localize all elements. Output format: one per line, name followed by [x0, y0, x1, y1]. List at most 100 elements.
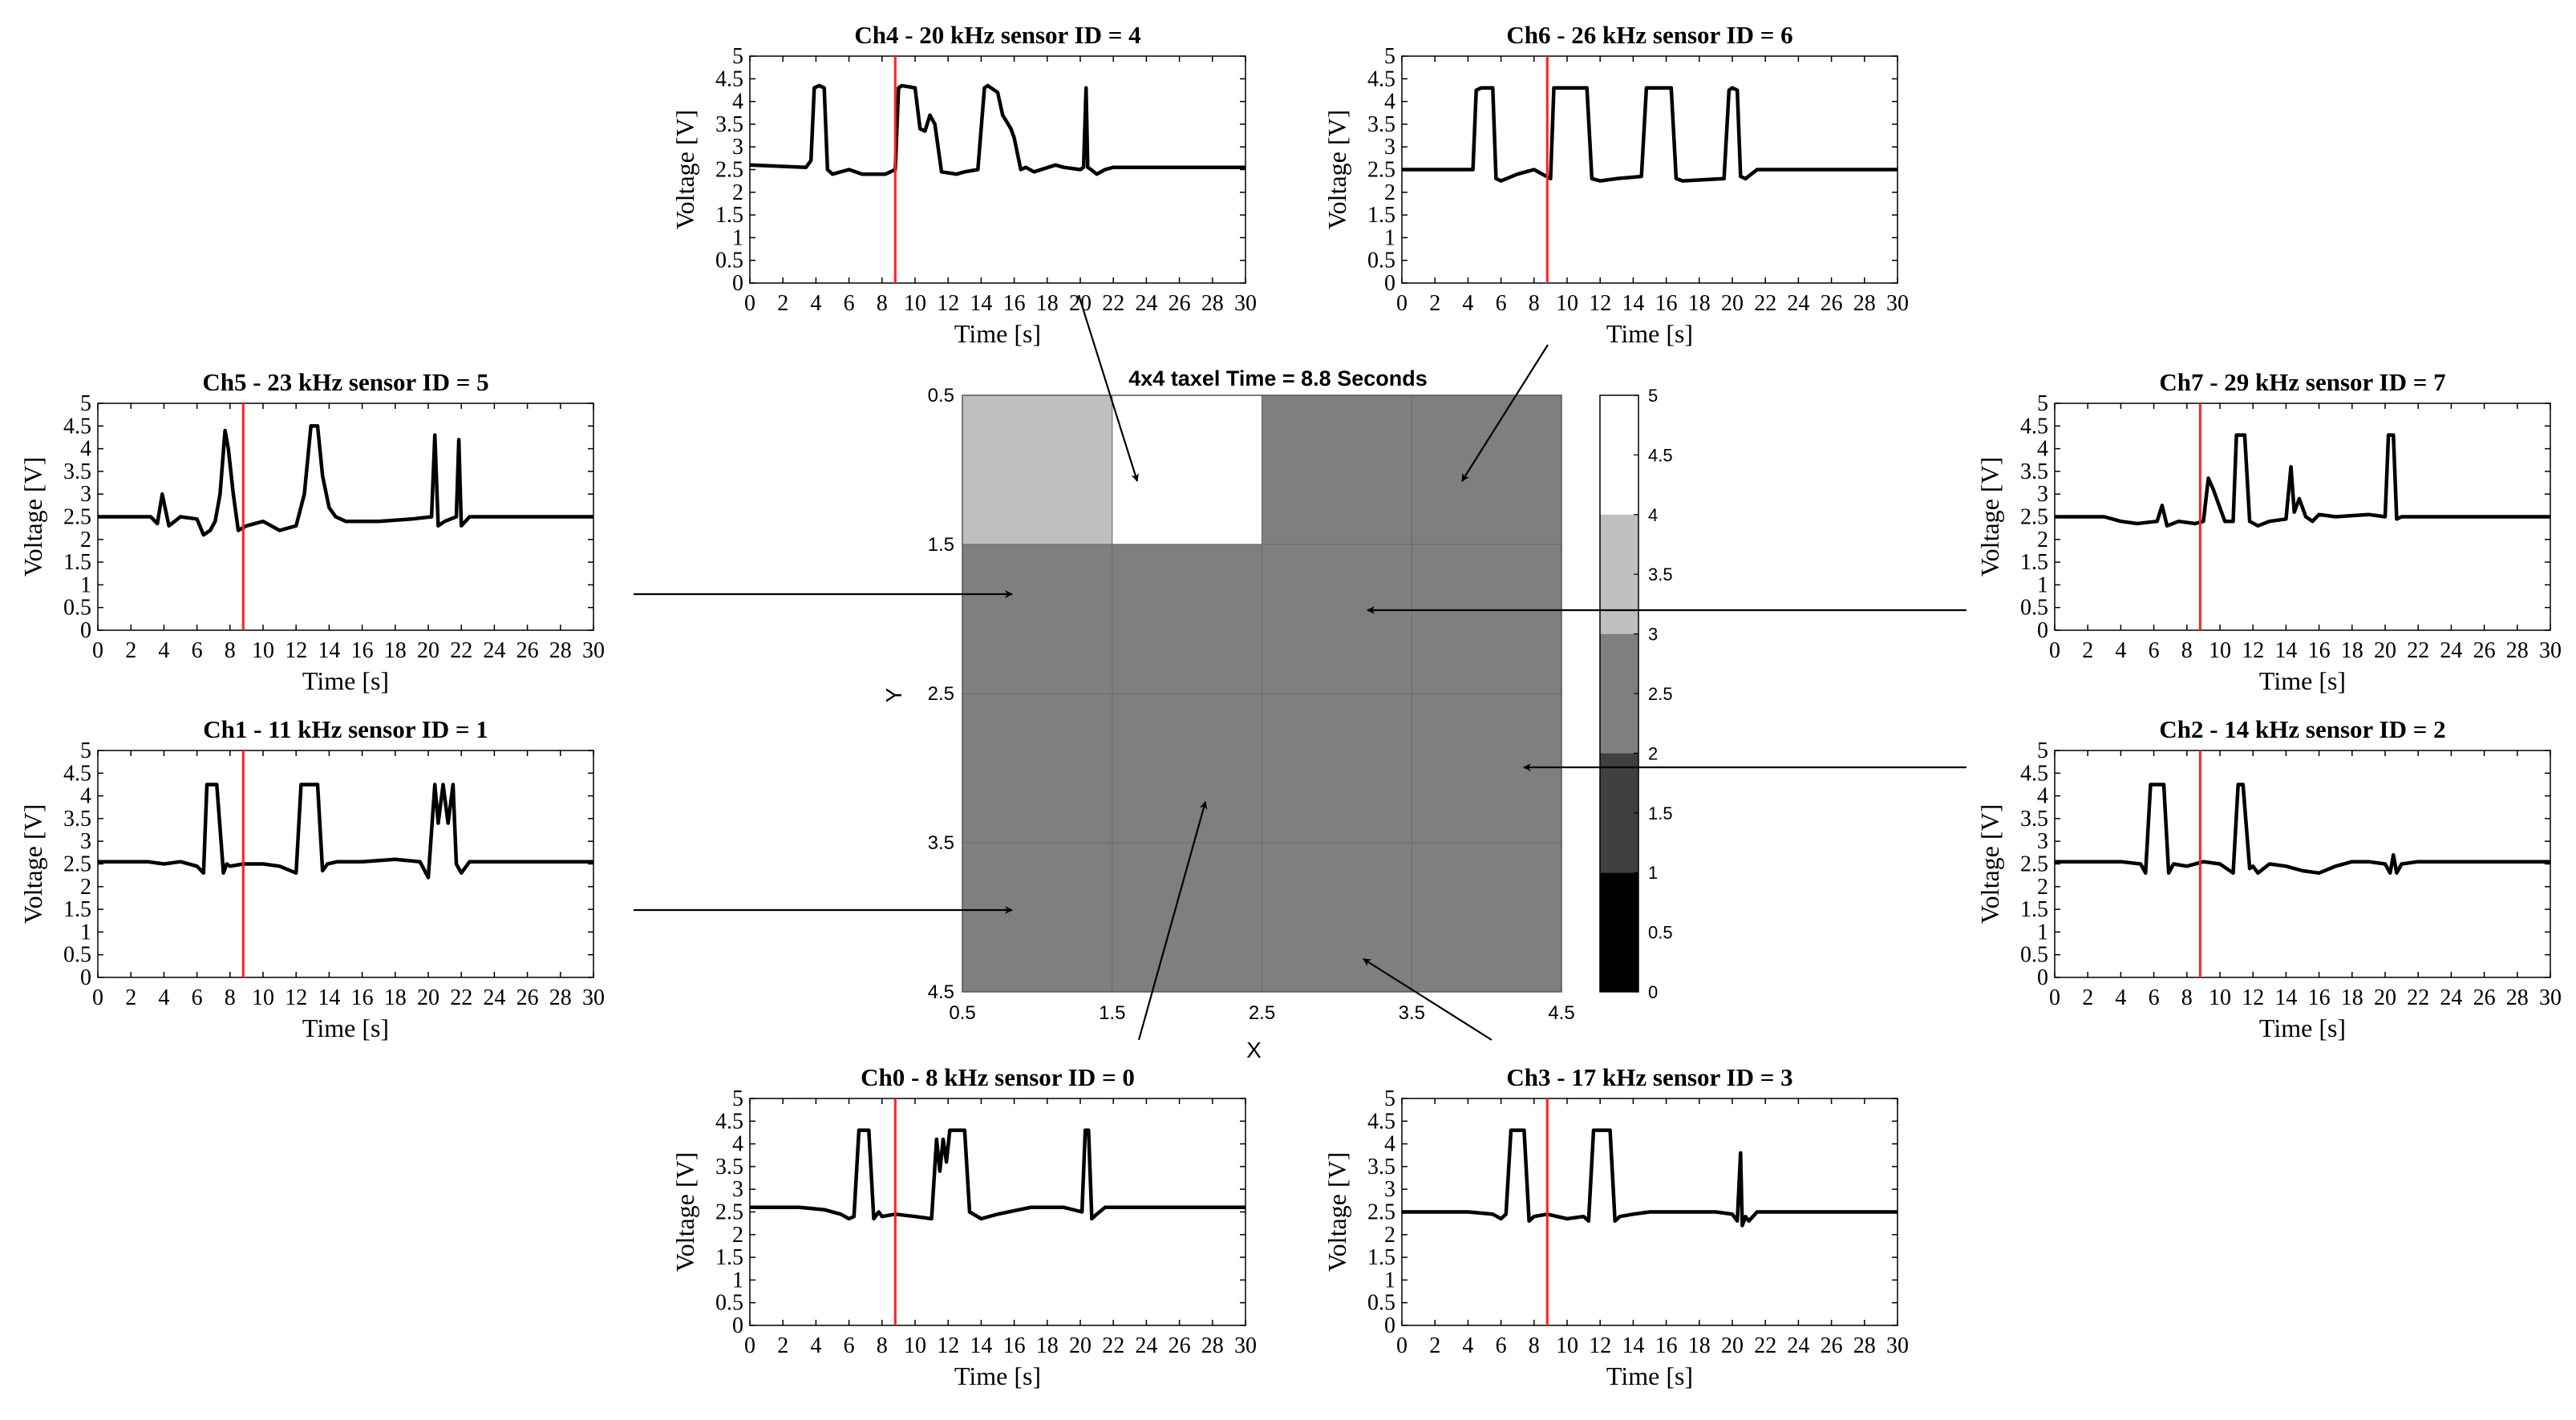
- x-tick-label: 0: [92, 638, 103, 663]
- x-tick-label: 24: [1135, 1333, 1157, 1358]
- x-tick-label: 20: [2374, 638, 2396, 663]
- x-tick-label: 10: [1556, 1333, 1578, 1358]
- colorbar-tick-label: 0.5: [1648, 923, 1673, 943]
- x-tick-label: 8: [225, 638, 236, 663]
- y-tick-label: 0: [1384, 1313, 1395, 1338]
- y-tick-label: 0.5: [2020, 596, 2048, 621]
- x-tick-label: 22: [1102, 1333, 1124, 1358]
- x-tick-label: 30: [1886, 291, 1909, 316]
- y-tick-label: 2.5: [1367, 1200, 1395, 1225]
- y-axis-label: Voltage [V]: [1322, 1152, 1351, 1272]
- x-tick-label: 8: [225, 985, 236, 1010]
- y-tick-label: 4: [80, 437, 91, 462]
- y-tick-label: 1.5: [63, 550, 91, 575]
- heatmap-x-tick-label: 1.5: [1099, 1002, 1125, 1024]
- x-axis-label: Time [s]: [1606, 319, 1693, 348]
- x-tick-label: 20: [417, 985, 439, 1010]
- x-tick-label: 26: [1821, 1333, 1843, 1358]
- y-tick-label: 2: [80, 875, 91, 900]
- x-tick-label: 14: [1622, 291, 1644, 316]
- y-tick-label: 2.5: [2020, 852, 2048, 877]
- taxel-cell: [1262, 544, 1412, 694]
- x-tick-label: 6: [1496, 291, 1507, 316]
- x-tick-label: 12: [937, 291, 959, 316]
- x-tick-label: 28: [1853, 291, 1876, 316]
- x-tick-label: 10: [904, 291, 926, 316]
- x-tick-label: 4: [1462, 1333, 1473, 1358]
- series-line-voltage: [98, 424, 593, 537]
- x-tick-label: 18: [2341, 985, 2363, 1010]
- y-tick-label: 0: [80, 965, 91, 990]
- x-tick-label: 26: [2473, 985, 2496, 1010]
- x-tick-label: 2: [2082, 638, 2093, 663]
- chart-title: Ch3 - 17 kHz sensor ID = 3: [1506, 1063, 1792, 1091]
- x-tick-label: 22: [450, 638, 472, 663]
- taxel-cell: [962, 694, 1112, 843]
- x-tick-label: 14: [1622, 1333, 1644, 1358]
- x-tick-label: 10: [252, 638, 274, 663]
- x-tick-label: 8: [1529, 1333, 1540, 1358]
- y-tick-label: 0: [80, 618, 91, 643]
- y-tick-label: 3.5: [1367, 1155, 1395, 1179]
- y-tick-label: 0.5: [63, 943, 91, 968]
- x-tick-label: 22: [450, 985, 472, 1010]
- x-tick-label: 8: [2181, 638, 2193, 663]
- y-tick-label: 1: [80, 920, 91, 945]
- x-tick-label: 6: [2149, 985, 2160, 1010]
- x-tick-label: 10: [2209, 638, 2231, 663]
- colorbar-tick-label: 1: [1648, 863, 1658, 883]
- x-tick-label: 0: [2049, 985, 2060, 1010]
- y-tick-label: 1: [732, 225, 743, 250]
- annotation-arrow: [1137, 801, 1208, 1041]
- x-tick-label: 4: [2115, 985, 2126, 1010]
- y-tick-label: 4.5: [715, 1109, 743, 1134]
- y-tick-label: 2.5: [715, 1200, 743, 1225]
- x-tick-label: 30: [2539, 638, 2562, 663]
- x-tick-label: 4: [158, 985, 169, 1010]
- x-tick-label: 4: [810, 291, 821, 316]
- y-tick-label: 4.5: [1367, 1109, 1395, 1134]
- y-tick-label: 3.5: [63, 459, 91, 484]
- colorbar-tick-label: 4: [1648, 505, 1658, 525]
- x-tick-label: 20: [2374, 985, 2396, 1010]
- x-tick-label: 28: [1201, 1333, 1224, 1358]
- x-tick-label: 30: [582, 638, 605, 663]
- y-tick-label: 0: [2037, 618, 2048, 643]
- colorbar-band: [1600, 395, 1638, 515]
- y-tick-label: 4.5: [63, 761, 91, 786]
- colorbar-band: [1600, 872, 1638, 992]
- x-tick-label: 20: [1721, 1333, 1744, 1358]
- annotation-arrow: [1077, 294, 1140, 482]
- x-tick-label: 12: [1589, 1333, 1611, 1358]
- x-axis-label: Time [s]: [2259, 1013, 2346, 1042]
- x-tick-label: 24: [2440, 985, 2462, 1010]
- taxel-cell: [1112, 544, 1262, 694]
- x-tick-label: 16: [351, 638, 374, 663]
- x-axis-label: Time [s]: [954, 319, 1041, 348]
- x-tick-label: 16: [2308, 985, 2331, 1010]
- x-tick-label: 30: [1234, 1333, 1257, 1358]
- taxel-cell: [1262, 694, 1412, 843]
- y-tick-label: 3.5: [715, 1155, 743, 1179]
- y-tick-label: 4: [2037, 437, 2048, 462]
- colorbar-tick-label: 1.5: [1648, 803, 1673, 823]
- x-tick-label: 16: [351, 985, 374, 1010]
- y-tick-label: 0: [1384, 271, 1395, 296]
- colorbar-band: [1600, 633, 1638, 754]
- y-tick-label: 3: [732, 135, 743, 160]
- x-axis-label: Time [s]: [302, 1013, 389, 1042]
- x-tick-label: 0: [744, 1333, 755, 1358]
- y-tick-label: 4.5: [2020, 414, 2048, 439]
- x-tick-label: 26: [1821, 291, 1843, 316]
- series-line-voltage: [749, 83, 1245, 176]
- x-tick-label: 18: [1688, 291, 1711, 316]
- y-axis-label: Voltage [V]: [670, 1152, 699, 1272]
- y-tick-label: 2.5: [63, 852, 91, 877]
- y-tick-label: 5: [732, 44, 743, 69]
- heatmap-y-tick-label: 0.5: [928, 385, 954, 407]
- x-axis-label: Time [s]: [302, 666, 389, 695]
- heatmap-x-tick-label: 2.5: [1249, 1002, 1275, 1024]
- heatmap-x-tick-label: 4.5: [1548, 1002, 1574, 1024]
- x-tick-label: 2: [125, 638, 136, 663]
- taxel-cell: [1112, 395, 1262, 544]
